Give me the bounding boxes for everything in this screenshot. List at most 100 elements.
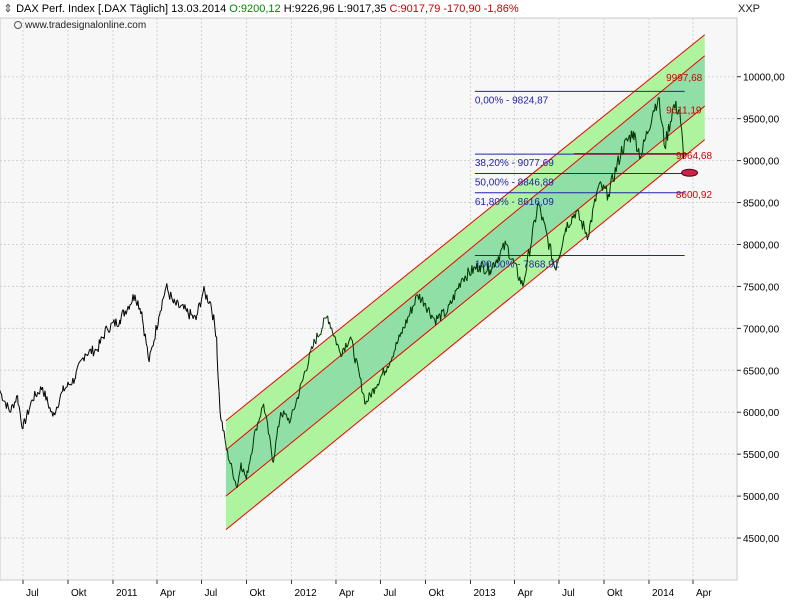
- price-series-segment: [677, 109, 680, 115]
- price-series-segment: [402, 326, 405, 329]
- price-series-segment: [149, 350, 152, 353]
- price-series-segment: [651, 110, 654, 116]
- price-series-segment: [270, 451, 273, 461]
- price-series-segment: [276, 426, 279, 437]
- price-series-segment: [500, 247, 503, 250]
- price-series-segment: [638, 148, 641, 160]
- price-series-segment: [582, 220, 585, 228]
- price-series-segment: [224, 439, 227, 446]
- price-series-segment: [598, 182, 601, 186]
- x-tick-label: Apr: [517, 588, 533, 599]
- price-series-segment: [680, 123, 683, 131]
- price-series-segment: [62, 385, 65, 392]
- price-series-segment: [154, 325, 157, 340]
- price-series-segment: [99, 336, 102, 344]
- price-series-segment: [568, 224, 571, 228]
- price-series-segment: [73, 378, 76, 384]
- price-series-segment: [507, 246, 510, 259]
- price-series-segment: [103, 329, 106, 340]
- price-series-segment: [59, 394, 62, 400]
- price-series-segment: [350, 338, 353, 341]
- price-series-segment: [352, 345, 355, 358]
- price-series-segment: [173, 298, 176, 303]
- price-series-segment: [431, 314, 434, 318]
- y-tick-label: 10000,00: [743, 73, 785, 84]
- price-series-segment: [144, 333, 147, 344]
- price-series-segment: [269, 442, 272, 452]
- price-series-segment: [244, 473, 246, 477]
- price-series-segment: [219, 412, 222, 421]
- price-series-segment: [453, 289, 456, 301]
- x-tick-label: 2011: [116, 588, 138, 599]
- price-series-segment: [54, 411, 57, 416]
- y-tick-label: 8500,00: [743, 199, 780, 210]
- price-series-segment: [381, 373, 383, 376]
- channel-value-label: 9064,68: [676, 151, 713, 162]
- price-series-segment: [171, 296, 174, 302]
- price-series-segment: [153, 338, 156, 341]
- price-series-segment: [312, 345, 314, 349]
- price-series-segment: [579, 219, 581, 222]
- price-series-segment: [134, 294, 137, 302]
- price-series-segment: [368, 392, 371, 395]
- price-series-segment: [75, 367, 78, 372]
- price-series-segment: [243, 468, 246, 475]
- price-series-segment: [327, 315, 330, 325]
- price-series-segment: [656, 97, 659, 105]
- price-series-segment: [649, 122, 652, 128]
- price-series-segment: [164, 286, 167, 290]
- price-series-segment: [566, 221, 569, 228]
- y-tick-label: 6500,00: [743, 366, 780, 377]
- price-series-segment: [595, 192, 598, 202]
- price-series-segment: [236, 482, 239, 488]
- price-series-segment: [308, 352, 311, 362]
- price-series-segment: [175, 299, 178, 306]
- price-series-segment: [370, 390, 373, 398]
- price-series-segment: [148, 352, 151, 362]
- chevron-expand-icon[interactable]: ⇕: [3, 3, 13, 15]
- x-tick-label: Okt: [428, 588, 444, 599]
- price-series-segment: [221, 421, 224, 431]
- price-series-segment: [525, 267, 528, 274]
- price-series-segment: [232, 477, 235, 481]
- price-series-segment: [556, 261, 559, 265]
- y-tick-label: 9500,00: [743, 115, 780, 126]
- price-series-segment: [0, 392, 2, 395]
- price-series-segment: [92, 351, 95, 357]
- price-series-segment: [443, 308, 446, 317]
- price-series-segment: [624, 139, 626, 141]
- price-series-segment: [526, 254, 529, 268]
- price-series-segment: [250, 453, 253, 456]
- price-series-segment: [549, 243, 552, 245]
- price-series-segment: [679, 110, 682, 124]
- price-series-segment: [304, 370, 306, 372]
- price-series-segment: [322, 317, 325, 328]
- price-series-segment: [300, 381, 303, 383]
- x-tick-label: Apr: [696, 588, 712, 599]
- price-series-segment: [351, 339, 354, 346]
- price-series-segment: [273, 453, 276, 460]
- price-series-segment: [280, 412, 283, 416]
- price-series-segment: [266, 417, 269, 424]
- price-series-segment: [74, 371, 77, 379]
- price-series-segment: [363, 394, 366, 405]
- price-series-segment: [325, 316, 328, 319]
- price-series-segment: [166, 283, 169, 291]
- price-series-segment: [231, 469, 234, 478]
- price-series-segment: [504, 240, 507, 245]
- price-series-segment: [348, 338, 351, 343]
- price-series-segment: [197, 304, 200, 314]
- price-series-segment: [411, 306, 414, 314]
- price-series-segment: [385, 366, 388, 373]
- price-series-segment: [200, 294, 203, 300]
- price-series-segment: [446, 311, 448, 314]
- price-series-segment: [306, 367, 309, 372]
- price-series-segment: [367, 392, 370, 401]
- price-series-segment: [606, 194, 609, 201]
- price-series-segment: [170, 291, 173, 298]
- price-series-segment: [63, 388, 66, 392]
- price-series-segment: [85, 354, 87, 356]
- price-series-segment: [634, 132, 637, 139]
- price-series-segment: [415, 294, 418, 297]
- price-series-segment: [574, 210, 577, 219]
